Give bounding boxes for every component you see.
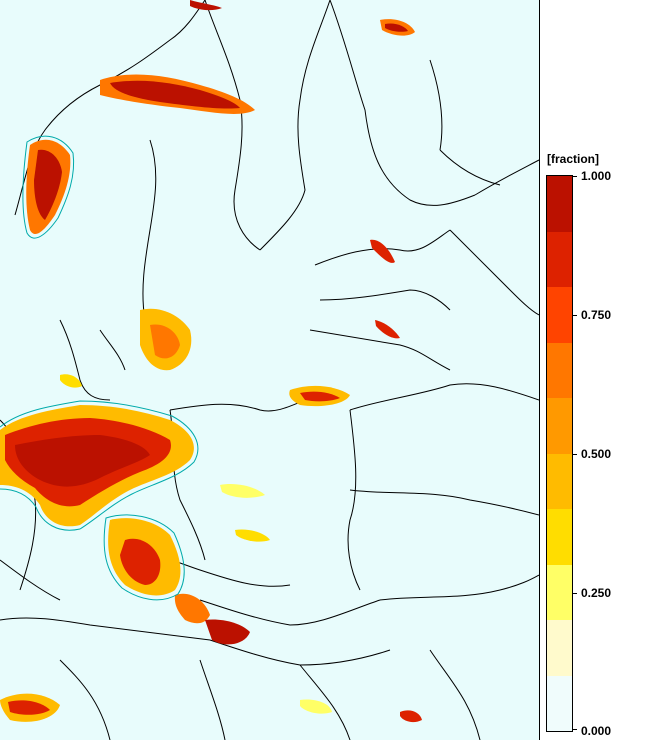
tick-mark-0500 [572,454,577,455]
tick-label-0750: 0.750 [581,308,612,322]
tick-mark-0750 [572,315,577,316]
colorbar [546,175,573,732]
legend-title: [fraction] [547,152,599,166]
colorbar-segment [547,342,572,398]
map-svg [0,0,539,740]
tick-label-0000: 0.000 [581,724,612,738]
tick-mark-1000 [572,176,577,177]
tick-mark-0250 [572,593,577,594]
colorbar-segment [547,176,572,232]
colorbar-segment [547,620,572,676]
colorbar-segment [547,675,572,731]
colorbar-segment [547,231,572,287]
country-borders [0,0,539,740]
colorbar-segment [547,287,572,343]
colorbar-segment [547,509,572,565]
colorbar-segment [547,453,572,509]
tick-label-0500: 0.500 [581,447,612,461]
map-panel[interactable] [0,0,540,740]
tick-label-1000: 1.000 [581,169,612,183]
tick-label-0250: 0.250 [581,586,612,600]
tick-mark-0000 [572,729,577,730]
colorbar-segment [547,398,572,454]
contour-lines [0,135,199,601]
colorbar-segment [547,564,572,620]
fraction-fields [0,0,422,723]
